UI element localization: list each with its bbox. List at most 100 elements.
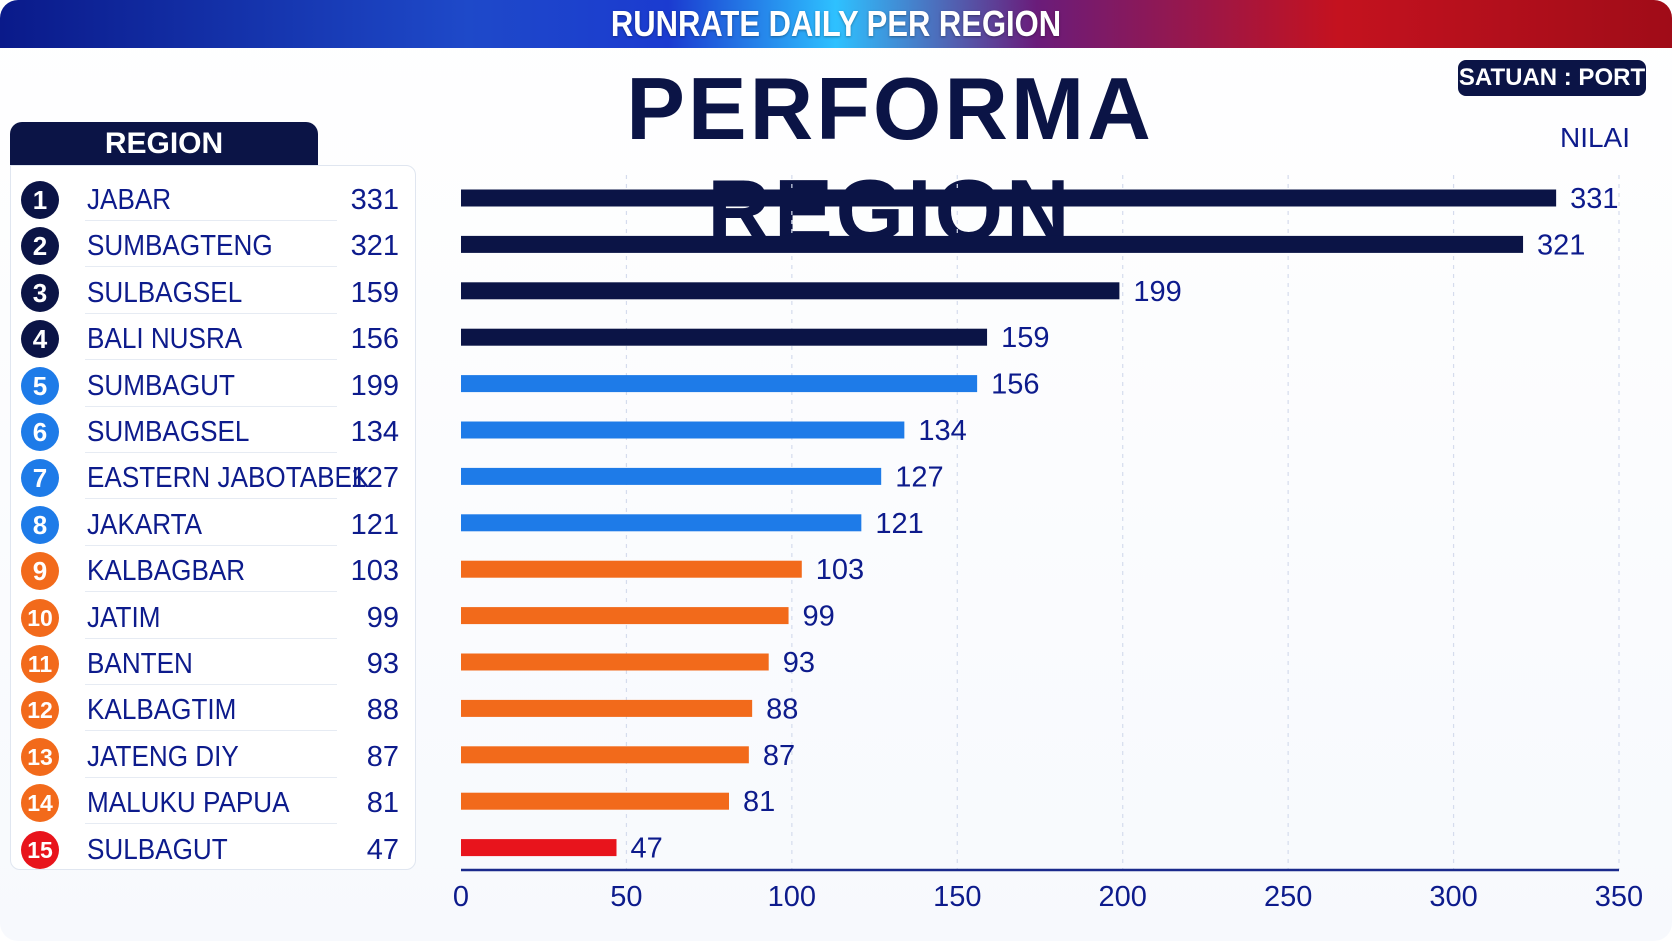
bar — [461, 235, 1524, 253]
region-value: 103 — [350, 555, 399, 588]
region-row: 9 KALBAGBAR 103 — [11, 547, 417, 593]
bar-data-label: 99 — [803, 601, 835, 633]
row-divider — [85, 544, 337, 546]
bar-data-label: 47 — [631, 833, 663, 865]
bar-data-label: 93 — [783, 647, 815, 679]
region-value: 81 — [366, 787, 399, 820]
region-value: 99 — [366, 601, 399, 634]
bar-data-label: 331 — [1570, 183, 1618, 215]
region-value: 156 — [350, 323, 399, 356]
region-value: 199 — [350, 369, 399, 402]
rank-badge: 12 — [21, 691, 59, 730]
region-value: 321 — [350, 230, 399, 263]
row-divider — [85, 823, 337, 825]
region-value: 121 — [350, 508, 399, 541]
region-name: BANTEN — [87, 648, 193, 680]
region-name: JABAR — [87, 184, 172, 216]
region-row: 14 MALUKU PAPUA 81 — [11, 779, 417, 825]
x-tick-label: 150 — [933, 881, 981, 913]
region-row: 6 SUMBAGSEL 134 — [11, 408, 417, 454]
region-name: SUMBAGSEL — [87, 416, 250, 448]
rank-badge: 10 — [21, 598, 59, 637]
bar-data-label: 87 — [763, 740, 795, 772]
bar-data-label: 127 — [895, 461, 943, 493]
bar-data-label: 321 — [1537, 229, 1585, 261]
region-name: KALBAGBAR — [87, 555, 246, 588]
x-tick-label: 100 — [768, 881, 816, 913]
region-row: 8 JAKARTA 121 — [11, 501, 417, 547]
bar — [461, 282, 1120, 300]
region-name: KALBAGTIM — [87, 694, 237, 727]
rank-badge: 14 — [21, 784, 59, 823]
region-row: 12 KALBAGTIM 88 — [11, 686, 417, 732]
top-banner: RUNRATE DAILY PER REGION — [0, 0, 1672, 48]
bar — [461, 467, 882, 485]
rank-badge: 2 — [21, 227, 59, 266]
region-name: JAKARTA — [87, 508, 203, 541]
value-column-label: NILAI — [1559, 122, 1630, 153]
bar-data-label: 121 — [875, 508, 923, 540]
rank-badge: 8 — [21, 505, 59, 544]
bar — [461, 375, 978, 393]
bar-data-label: 88 — [766, 693, 798, 725]
bar — [461, 189, 1557, 207]
row-divider — [85, 312, 337, 314]
region-row: 3 SULBAGSEL 159 — [11, 269, 417, 315]
unit-badge: SATUAN : PORT — [1458, 60, 1646, 96]
region-row: 11 BANTEN 93 — [11, 640, 417, 686]
region-row: 1 JABAR 331 — [11, 176, 417, 222]
region-value: 127 — [350, 462, 399, 495]
region-name: SULBAGUT — [87, 833, 228, 866]
rank-badge: 4 — [21, 320, 59, 359]
region-value: 93 — [366, 648, 399, 680]
x-tick-label: 0 — [453, 881, 469, 913]
region-value: 47 — [366, 833, 399, 866]
bar — [461, 839, 617, 857]
rank-badge: 1 — [21, 181, 59, 219]
row-divider — [85, 452, 337, 453]
region-name: JATENG DIY — [87, 740, 239, 773]
bar — [461, 514, 862, 532]
x-tick-label: 300 — [1429, 881, 1477, 913]
region-name: BALI NUSRA — [87, 323, 243, 356]
region-table: 1 JABAR 331 2 SUMBAGTENG 321 3 SULBAGSEL 159 4 BAL… — [10, 165, 416, 870]
rank-badge: 9 — [21, 552, 59, 591]
bar-data-label: 81 — [743, 786, 775, 818]
region-row: 4 BALI NUSRA 156 — [11, 315, 417, 361]
row-divider — [85, 405, 337, 407]
row-divider — [85, 684, 337, 685]
region-name: SUMBAGUT — [87, 369, 235, 402]
bar — [461, 653, 769, 671]
rank-badge: 15 — [21, 830, 59, 869]
rank-badge: 13 — [21, 737, 59, 776]
row-divider — [85, 220, 337, 221]
bar-data-label: 134 — [918, 415, 966, 447]
bar — [461, 607, 789, 625]
bar — [461, 792, 729, 810]
x-tick-label: 50 — [610, 881, 642, 913]
region-row: 7 EASTERN JABOTABEK 127 — [11, 454, 417, 500]
region-value: 134 — [350, 416, 399, 448]
region-name: JATIM — [87, 601, 161, 634]
region-name: MALUKU PAPUA — [87, 787, 290, 820]
bar-data-label: 159 — [1001, 322, 1049, 354]
row-divider — [85, 730, 337, 732]
rank-badge: 6 — [21, 413, 59, 451]
row-divider — [85, 591, 337, 593]
region-value: 331 — [350, 184, 399, 216]
rank-badge: 3 — [21, 273, 59, 312]
x-tick-label: 200 — [1099, 881, 1147, 913]
x-tick-label: 350 — [1595, 881, 1643, 913]
region-row: 10 JATIM 99 — [11, 594, 417, 640]
region-row: 2 SUMBAGTENG 321 — [11, 222, 417, 268]
region-value: 159 — [350, 276, 399, 309]
row-divider — [85, 776, 337, 778]
region-name: SUMBAGTENG — [87, 230, 273, 263]
banner-title: RUNRATE DAILY PER REGION — [610, 3, 1062, 44]
bar — [461, 421, 905, 439]
row-divider — [85, 498, 337, 500]
row-divider — [85, 637, 337, 639]
bar-data-label: 156 — [991, 369, 1039, 401]
